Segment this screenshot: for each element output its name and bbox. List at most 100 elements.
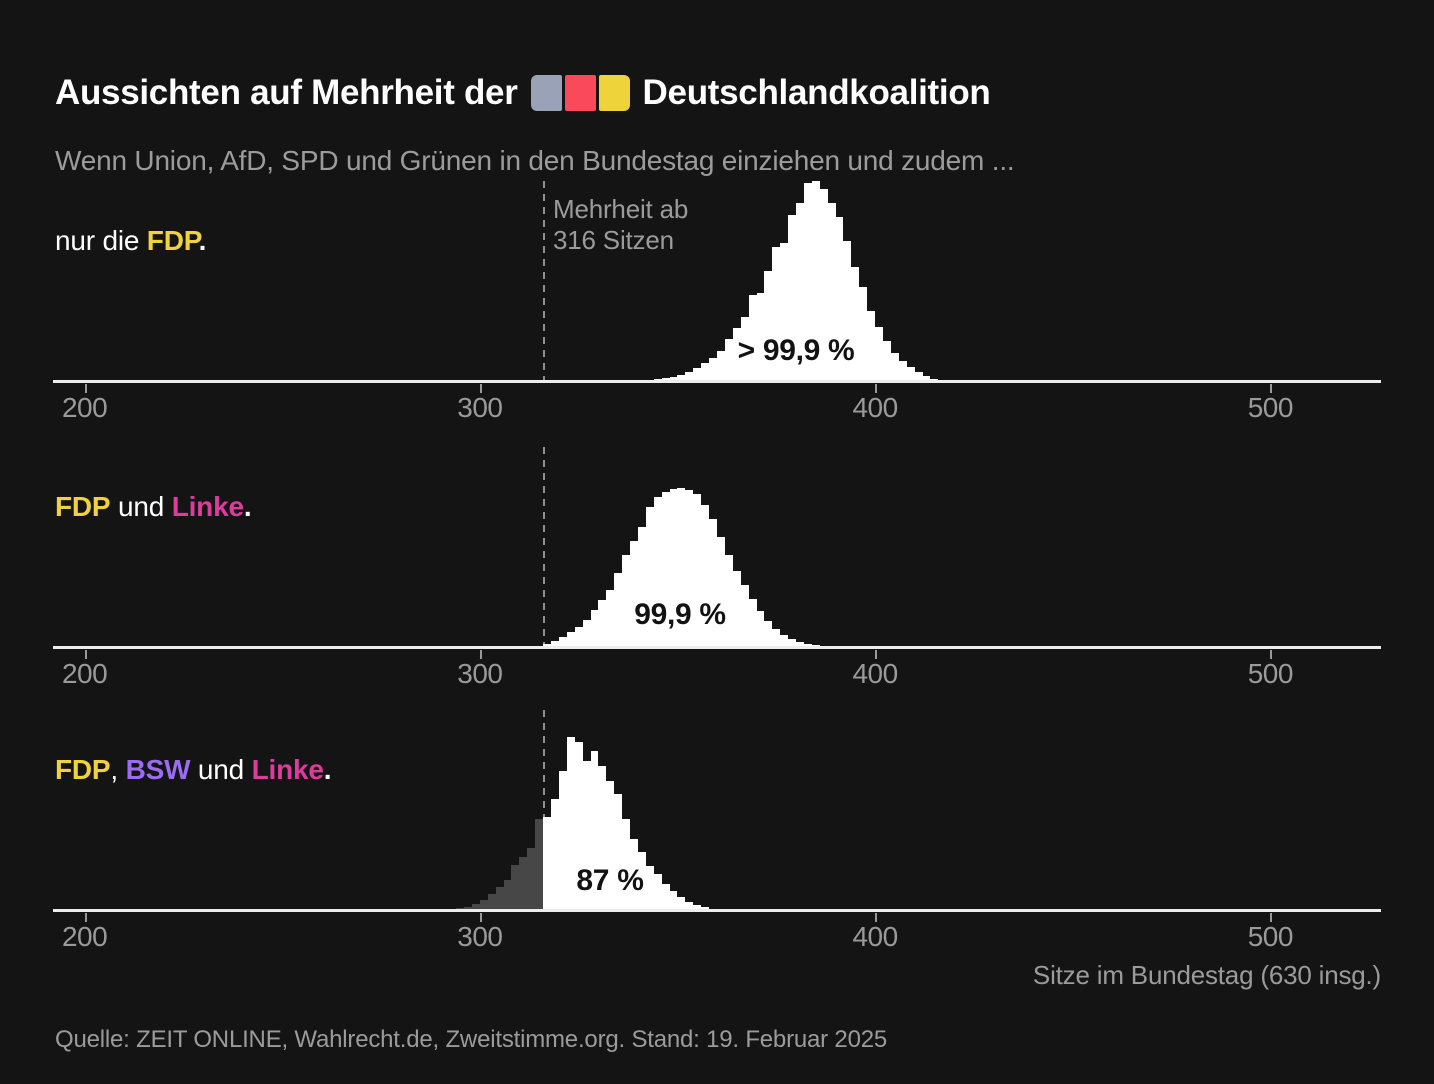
histogram-bar: [598, 766, 607, 910]
histogram-bar: [685, 372, 694, 381]
axis-tick-label: 500: [1247, 921, 1294, 952]
panel-fdp-only: Mehrheit ab 316 Sitzen > 99,9 % nur die …: [0, 181, 1434, 431]
histogram-bar: [479, 900, 488, 910]
histogram-bar: [495, 887, 504, 910]
axis-tick: [84, 384, 87, 393]
axis-tick: [1270, 650, 1273, 659]
majority-note-line2: 316 Sitzen: [553, 225, 674, 256]
axis-tick: [1270, 384, 1273, 393]
histogram-bar: [764, 621, 773, 647]
histogram-bar: [645, 507, 654, 647]
axis-tick-label: 200: [61, 392, 108, 423]
histogram-bar: [859, 287, 868, 381]
histogram-bar: [724, 339, 733, 381]
histogram-bar: [543, 644, 551, 647]
histogram-bar: [574, 742, 583, 910]
histogram-bar: [637, 852, 646, 910]
histogram-bar: [598, 600, 607, 647]
histogram-bar: [867, 311, 876, 381]
histogram-bar: [566, 632, 575, 647]
histogram-bar: [551, 641, 559, 647]
histogram-bar: [677, 375, 686, 381]
axis-tick: [479, 384, 482, 393]
histogram-bar: [677, 488, 686, 647]
histogram-bar: [772, 629, 781, 647]
x-axis-title: Sitze im Bundestag (630 insg.): [1032, 960, 1381, 990]
histogram-bar: [819, 189, 828, 381]
histogram-fdp-bsw-linke: 87 %: [53, 710, 1381, 910]
majority-threshold-line: [543, 710, 546, 910]
histogram-bar: [748, 599, 757, 647]
histogram-bar: [922, 376, 931, 381]
histogram-bar: [701, 505, 710, 647]
condition-label-part: .: [198, 225, 207, 256]
histogram-bar: [669, 891, 678, 910]
histogram-bar: [606, 590, 615, 647]
axis-tick-label: 200: [61, 921, 108, 952]
histogram-bar: [835, 217, 844, 381]
x-axis-line: [53, 646, 1381, 649]
histogram-bar: [890, 353, 899, 381]
histogram-bar: [717, 537, 725, 647]
panel-condition-label: FDP und Linke.: [55, 491, 252, 523]
histogram-bar: [669, 489, 678, 647]
histogram-bar: [803, 183, 812, 381]
axis-tick: [84, 650, 87, 659]
histogram-bar: [803, 644, 812, 647]
condition-label-part: ,: [110, 754, 126, 785]
axis-tick-label: 400: [852, 658, 898, 689]
histogram-bar: [653, 497, 662, 647]
histogram-bar: [811, 181, 820, 381]
chart-subtitle: Wenn Union, AfD, SPD und Grünen in den B…: [55, 145, 1015, 176]
histogram-bar: [487, 894, 496, 910]
germany-coalition-flag-icon: [530, 75, 630, 112]
majority-threshold-line: [543, 181, 546, 381]
axis-tick-label: 300: [457, 921, 503, 952]
panel-fdp-linke: 99,9 % FDP und Linke. 200 300 400 500: [0, 447, 1434, 697]
histogram-bar: [558, 637, 567, 647]
histogram-bar: [606, 781, 615, 910]
histogram-bar: [637, 527, 646, 647]
flag-stripe: [564, 75, 596, 112]
histogram-bar: [535, 819, 544, 910]
histogram-bar: [622, 555, 631, 647]
histogram-bar: [827, 203, 836, 381]
histogram-bar: [740, 585, 749, 647]
probability-label: > 99,9 %: [737, 334, 855, 367]
histogram-bar: [582, 620, 591, 647]
histogram-bar: [780, 243, 789, 381]
axis-tick: [875, 650, 878, 659]
histogram-bar: [614, 573, 623, 647]
histogram-bar: [709, 519, 717, 647]
axis-tick: [875, 384, 878, 393]
axis-tick-label: 500: [1247, 658, 1294, 689]
histogram-bar: [788, 639, 797, 647]
histogram-bar: [883, 341, 891, 381]
histogram-bar: [930, 378, 939, 381]
histogram-fdp-only: Mehrheit ab 316 Sitzen > 99,9 %: [53, 181, 1381, 381]
axis-tick-label: 300: [457, 392, 503, 423]
condition-label-part: FDP: [55, 491, 111, 522]
histogram-bar: [590, 751, 599, 910]
axis-tick-label: 300: [457, 658, 503, 689]
histogram-bar: [653, 874, 662, 910]
condition-label-part: .: [323, 754, 332, 785]
histogram-bar: [511, 865, 520, 910]
histogram-bar: [677, 897, 686, 910]
histogram-bar: [574, 627, 583, 647]
histogram-fdp-linke: 99,9 %: [53, 447, 1381, 647]
histogram-bar: [772, 247, 781, 381]
histogram-bar: [898, 361, 907, 381]
histogram-bar: [740, 317, 749, 381]
histogram-bar: [645, 866, 654, 910]
flag-stripe: [530, 75, 562, 112]
histogram-bar: [614, 794, 623, 910]
histogram-bar: [906, 367, 915, 381]
axis-tick-label: 400: [852, 921, 898, 952]
title-prefix: Aussichten auf Mehrheit der: [55, 73, 518, 113]
histogram-bar: [519, 857, 528, 910]
histogram-bar: [851, 267, 860, 381]
histogram-bar: [717, 351, 725, 381]
histogram-bar: [693, 905, 702, 910]
